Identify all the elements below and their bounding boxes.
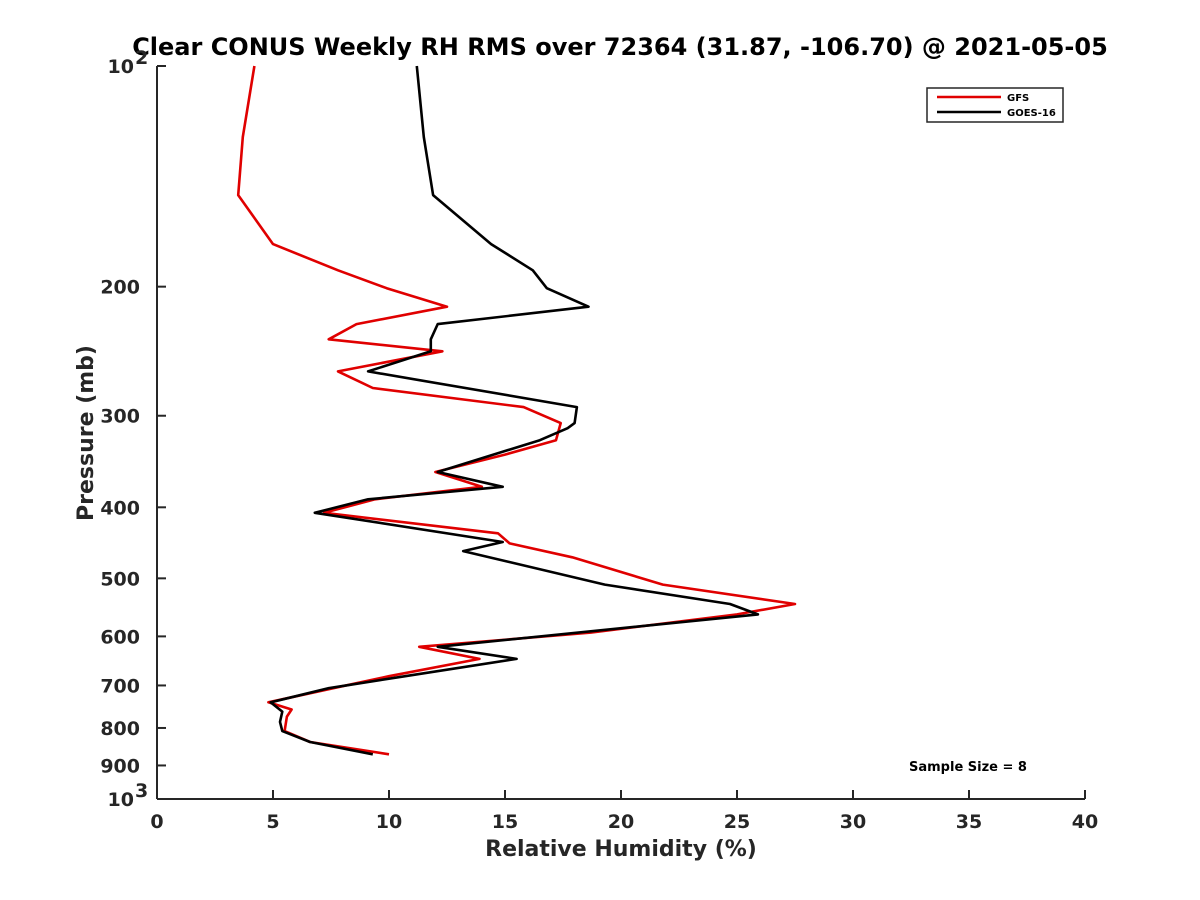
x-axis-label: Relative Humidity (%) bbox=[485, 837, 757, 862]
legend-label: GOES-16 bbox=[1007, 108, 1056, 119]
x-tick-group: 0 5 10 15 20 25 30 35 40 bbox=[150, 790, 1098, 833]
series-layer bbox=[236, 65, 797, 756]
series-line-goes-16 bbox=[269, 65, 760, 756]
x-tick-label: 35 bbox=[956, 811, 982, 833]
legend-box bbox=[926, 87, 1064, 123]
y-tick-label: 10 bbox=[108, 56, 134, 78]
y-tick-label: 800 bbox=[100, 718, 140, 740]
y-tick-exponent: 2 bbox=[135, 47, 148, 69]
y-tick-label: 600 bbox=[100, 626, 140, 648]
x-tick-label: 30 bbox=[840, 811, 866, 833]
y-axis-label: Pressure (mb) bbox=[74, 345, 99, 521]
y-tick-exponent: 3 bbox=[135, 780, 148, 802]
x-tick-label: 25 bbox=[724, 811, 750, 833]
x-tick-label: 40 bbox=[1072, 811, 1098, 833]
y-tick-label: 300 bbox=[100, 406, 140, 428]
legend-label: GFS bbox=[1007, 93, 1029, 104]
y-tick-label: 10 bbox=[108, 789, 134, 811]
x-tick-label: 10 bbox=[376, 811, 402, 833]
y-tick-label: 900 bbox=[100, 755, 140, 777]
x-tick-label: 20 bbox=[608, 811, 634, 833]
y-tick-label: 500 bbox=[100, 568, 140, 590]
sample-size-annotation: Sample Size = 8 bbox=[909, 760, 1027, 775]
legend: GFS GOES-16 bbox=[926, 87, 1064, 123]
chart-title: Clear CONUS Weekly RH RMS over 72364 (31… bbox=[132, 33, 1108, 61]
x-tick-label: 5 bbox=[266, 811, 279, 833]
y-tick-label: 200 bbox=[100, 277, 140, 299]
y-tick-label: 700 bbox=[100, 675, 140, 697]
plot-area bbox=[157, 66, 1085, 799]
x-tick-label: 15 bbox=[492, 811, 518, 833]
y-tick-label: 400 bbox=[100, 497, 140, 519]
x-tick-label: 0 bbox=[150, 811, 163, 833]
